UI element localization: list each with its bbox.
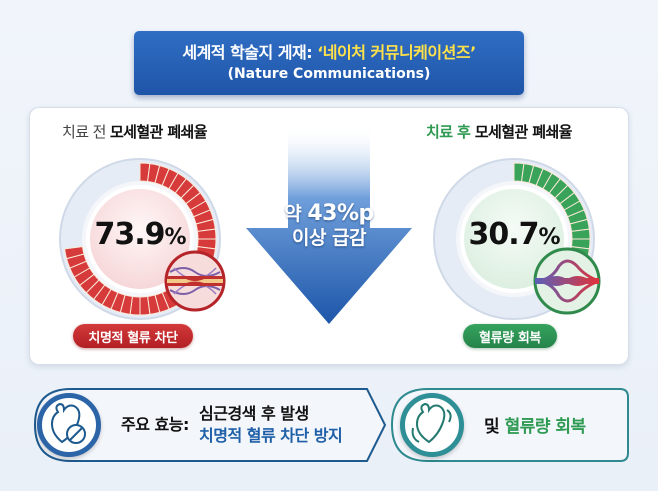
- decrease-prefix: 약: [284, 203, 308, 225]
- decrease-text: 이상 급감: [291, 227, 367, 249]
- title-subtitle: (Nature Communications): [227, 66, 431, 82]
- effect-result-text: 혈류량 회복: [504, 417, 587, 437]
- decrease-value: 43%p: [307, 201, 374, 226]
- effect-banner-right: 및 혈류량 회복: [388, 381, 630, 469]
- journal-name: ‘네이처 커뮤니케이션즈’: [317, 43, 476, 62]
- after-title: 치료 후 모세혈관 폐쇄율: [426, 121, 572, 142]
- effect-result: 및 혈류량 회복: [484, 412, 586, 437]
- heart-blocked-icon: [37, 393, 101, 457]
- before-value: 73.9%: [54, 217, 226, 252]
- title-line: 세계적 학술지 게재: ‘네이처 커뮤니케이션즈’: [134, 42, 524, 64]
- effect-banner-left: 주요 효능: 심근경색 후 발생 치명적 혈류 차단 방지: [27, 381, 389, 469]
- before-title-prefix: 치료 전: [62, 123, 110, 141]
- down-arrow-icon: [246, 130, 412, 324]
- capillary-network-icon: [531, 246, 603, 316]
- effect-banner-frame: [33, 388, 387, 462]
- before-value-number: 73.9: [94, 217, 165, 252]
- before-value-unit: %: [164, 225, 186, 250]
- effect-label: 주요 효능:: [121, 415, 189, 434]
- after-badge: 혈류량 회복: [463, 324, 557, 348]
- effect-line1: 심근경색 후 발생: [199, 404, 309, 423]
- decrease-arrow: 약 43%p 이상 급감: [244, 130, 414, 326]
- decrease-label: 약 43%p 이상 급감: [244, 202, 414, 250]
- before-title-main: 모세혈관 폐쇄율: [109, 123, 208, 141]
- effect-line2: 치명적 혈류 차단 방지: [199, 426, 343, 445]
- blocked-vessel-icon: [164, 250, 226, 312]
- before-title: 치료 전 모세혈관 폐쇄율: [62, 121, 208, 142]
- after-value: 30.7%: [428, 217, 600, 252]
- after-title-prefix: 치료 후: [426, 123, 475, 141]
- heart-recovery-icon: [400, 393, 464, 457]
- after-value-number: 30.7: [468, 217, 539, 252]
- before-badge: 치명적 혈류 차단: [73, 324, 193, 348]
- title-banner: 세계적 학술지 게재: ‘네이처 커뮤니케이션즈’ (Nature Commun…: [134, 31, 524, 95]
- after-title-main: 모세혈관 폐쇄율: [474, 123, 573, 141]
- effect-connector: 및: [484, 417, 505, 437]
- after-value-unit: %: [538, 225, 560, 250]
- title-prefix: 세계적 학술지 게재:: [182, 43, 318, 62]
